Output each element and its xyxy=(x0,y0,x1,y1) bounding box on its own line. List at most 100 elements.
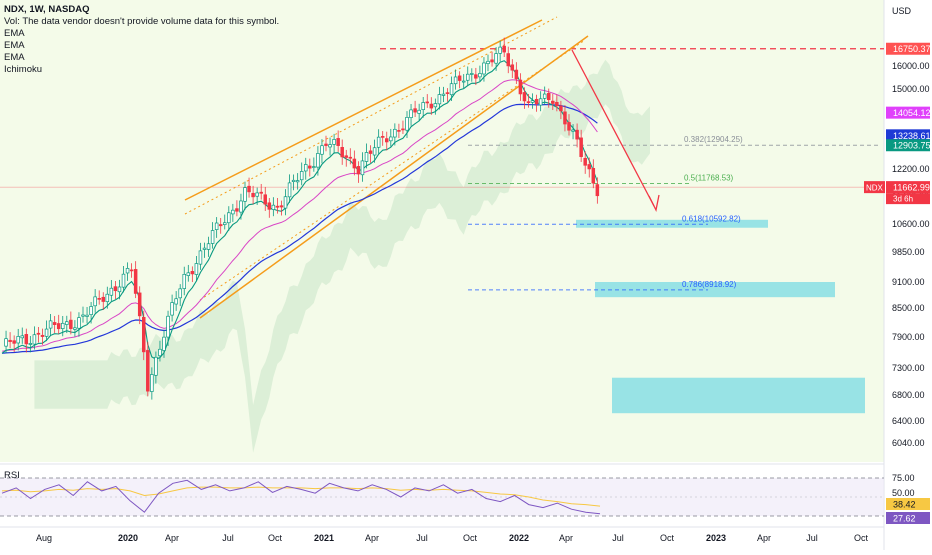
countdown-text: 3d 6h xyxy=(893,195,913,204)
candle-body xyxy=(551,100,555,104)
candle-body xyxy=(380,136,385,138)
price-tick-label: 15000.00 xyxy=(892,84,930,94)
candle-body xyxy=(182,273,187,289)
candle-body xyxy=(437,94,442,105)
candle-body xyxy=(567,122,571,131)
candle-body xyxy=(65,321,69,325)
candle-body xyxy=(20,335,25,339)
candle-body xyxy=(291,179,296,182)
candle-body xyxy=(449,83,454,96)
indicator-ema-3[interactable]: EMA xyxy=(4,52,25,63)
fib-label-1: 0.382(12904.25) xyxy=(684,135,743,144)
candle-body xyxy=(247,185,251,193)
candle-body xyxy=(348,156,353,159)
candle-body xyxy=(48,320,53,329)
candle-body xyxy=(579,137,583,157)
candle-body xyxy=(295,180,300,183)
candle-body xyxy=(320,145,324,155)
candle-body xyxy=(162,336,166,351)
candle-body xyxy=(89,306,93,315)
candle-body xyxy=(328,144,332,148)
candle-body xyxy=(445,92,450,94)
candle-body xyxy=(32,334,37,345)
candle-body xyxy=(271,204,276,210)
indicator-ema-2[interactable]: EMA xyxy=(4,40,25,51)
candle-body xyxy=(133,269,138,294)
candle-body xyxy=(56,323,61,330)
candle-body xyxy=(453,76,458,85)
candle-body xyxy=(275,205,280,208)
candle-body xyxy=(324,143,328,146)
indicator-ema-1[interactable]: EMA xyxy=(4,28,25,39)
candle-body xyxy=(506,53,511,67)
fib-label-4: 0.786(8918.92) xyxy=(682,280,737,289)
candle-body xyxy=(526,101,531,104)
candle-body xyxy=(267,202,272,210)
candle-body xyxy=(510,64,515,71)
candle-body xyxy=(421,102,425,111)
price-badge-bg xyxy=(886,139,930,152)
candle-body xyxy=(40,334,45,337)
countdown-bg xyxy=(886,193,930,205)
candle-body xyxy=(77,317,81,329)
candle-body xyxy=(146,350,150,392)
candle-body xyxy=(385,138,389,143)
candle-body xyxy=(530,100,535,103)
candle-body xyxy=(93,296,97,307)
ema-magenta-line xyxy=(1,79,598,352)
candle-body xyxy=(393,128,397,138)
rsi-line xyxy=(1,479,601,515)
candle-body xyxy=(137,292,142,317)
candle-body xyxy=(44,328,49,337)
price-badge-bg xyxy=(886,42,930,55)
candles xyxy=(4,37,600,400)
time-tick-label: Jul xyxy=(416,533,428,543)
candle-body xyxy=(97,297,101,300)
candle-body xyxy=(60,322,65,329)
candle-body xyxy=(482,62,486,75)
candle-body xyxy=(352,158,357,169)
time-tick-label: Oct xyxy=(660,533,675,543)
price-tick-label: 12200.00 xyxy=(892,164,930,174)
symbol-line[interactable]: NDX, 1W, NASDAQ xyxy=(4,4,90,15)
target-zone-3 xyxy=(612,377,865,414)
candle-body xyxy=(263,194,268,205)
candle-body xyxy=(595,184,600,197)
time-tick-label: Apr xyxy=(559,533,573,543)
candle-body xyxy=(251,192,255,198)
candle-body xyxy=(538,98,543,106)
price-tick-label: 8500.00 xyxy=(892,303,925,313)
ndx-tag-bg xyxy=(864,181,885,194)
currency-label: USD xyxy=(892,6,912,16)
candle-body xyxy=(129,269,134,272)
time-tick-label: Oct xyxy=(854,533,869,543)
candle-body xyxy=(441,93,446,96)
candle-body xyxy=(470,73,474,75)
time-tick-label: Aug xyxy=(36,533,52,543)
candle-body xyxy=(401,128,405,131)
candle-body xyxy=(409,109,413,118)
rsi-title[interactable]: RSI xyxy=(4,470,20,481)
candle-body xyxy=(304,164,308,172)
candle-body xyxy=(559,105,563,112)
candle-body xyxy=(206,243,211,250)
time-tick-label: 2023 xyxy=(706,533,726,543)
candle-body xyxy=(28,343,33,345)
rsi-badge-text: 38.42 xyxy=(893,500,916,510)
candle-body xyxy=(316,153,320,168)
rsi-ma-line xyxy=(1,486,601,507)
candle-body xyxy=(474,74,478,79)
candle-body xyxy=(154,356,158,376)
price-badge-bg xyxy=(886,106,930,119)
time-tick-label: 2021 xyxy=(314,533,334,543)
candle-body xyxy=(461,80,466,83)
channel-upper-line xyxy=(184,19,543,201)
indicator-ichimoku[interactable]: Ichimoku xyxy=(4,64,43,75)
price-badge-bg xyxy=(886,181,930,194)
candle-body xyxy=(397,130,401,132)
target-zone-2 xyxy=(595,282,835,298)
candle-body xyxy=(283,196,288,209)
candle-body xyxy=(563,111,567,125)
